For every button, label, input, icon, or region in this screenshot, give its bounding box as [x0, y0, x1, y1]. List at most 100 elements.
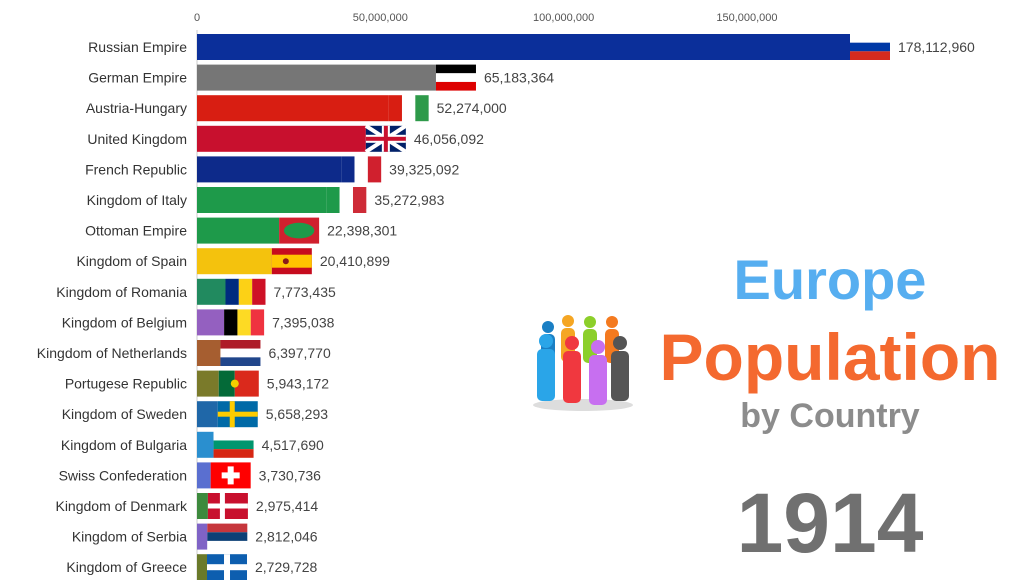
category-label: Swiss Confederation [59, 467, 187, 483]
people-group-icon [533, 315, 633, 411]
value-label: 20,410,899 [320, 253, 390, 269]
x-tick-label: 100,000,000 [533, 12, 594, 24]
flag-icon [207, 523, 248, 550]
x-tick-label: 50,000,000 [353, 12, 408, 24]
flag-icon [213, 431, 254, 458]
bar [197, 217, 280, 244]
category-label: Russian Empire [88, 39, 187, 55]
value-label: 4,517,690 [262, 437, 324, 453]
flag-icon [341, 156, 382, 183]
bar-row: Kingdom of Spain 20,410,899 [76, 248, 390, 275]
bar [197, 401, 218, 428]
flag-icon [217, 401, 258, 428]
x-tick-label: 0 [194, 12, 200, 24]
bar-row: Kingdom of Greece 2,729,728 [66, 554, 318, 580]
bar-row: Portugese Republic 5,943,172 [65, 370, 329, 397]
value-label: 6,397,770 [268, 345, 330, 361]
value-label: 7,395,038 [272, 314, 334, 330]
value-label: 39,325,092 [389, 161, 459, 177]
category-label: Austria-Hungary [86, 100, 187, 116]
value-label: 52,274,000 [437, 100, 507, 116]
x-tick-label: 150,000,000 [716, 12, 777, 24]
category-label: Kingdom of Belgium [62, 314, 187, 330]
value-label: 178,112,960 [898, 39, 975, 55]
bar-row: Austria-Hungary 52,274,000 [86, 95, 507, 122]
category-label: Kingdom of Netherlands [37, 345, 187, 361]
category-label: Ottoman Empire [85, 223, 187, 239]
bar [197, 64, 436, 91]
value-label: 2,975,414 [256, 498, 318, 514]
bar [197, 34, 850, 60]
bar-row: Kingdom of Netherlands 6,397,770 [37, 340, 331, 366]
flag-icon [220, 340, 261, 366]
category-label: Kingdom of Bulgaria [61, 437, 187, 453]
category-label: Portugese Republic [65, 376, 187, 392]
flag-icon [207, 554, 248, 580]
bar [197, 278, 226, 305]
value-label: 5,658,293 [266, 406, 328, 422]
value-label: 2,729,728 [255, 559, 317, 575]
bar [197, 187, 327, 213]
title-europe: Europe [733, 248, 927, 311]
bar [197, 523, 208, 550]
flag-icon [388, 95, 429, 122]
value-label: 7,773,435 [273, 284, 335, 300]
bar-row: Kingdom of Bulgaria 4,517,690 [61, 431, 324, 458]
bar-row: Kingdom of Denmark 2,975,414 [55, 493, 318, 519]
flag-icon [225, 278, 266, 305]
bar-row: German Empire 65,183,364 [88, 64, 554, 91]
category-label: Kingdom of Greece [66, 559, 187, 575]
flag-icon [218, 370, 259, 397]
value-label: 3,730,736 [259, 467, 321, 483]
value-label: 46,056,092 [414, 131, 484, 147]
category-label: Kingdom of Sweden [62, 406, 187, 422]
title-population: Population [659, 320, 1001, 394]
category-label: Kingdom of Denmark [55, 498, 188, 514]
bar-row: Kingdom of Belgium 7,395,038 [62, 309, 335, 336]
value-label: 2,812,046 [255, 529, 317, 545]
bar [197, 125, 366, 152]
bar-row: Kingdom of Romania 7,773,435 [56, 278, 336, 305]
bar [197, 431, 214, 458]
category-label: Kingdom of Serbia [72, 529, 187, 545]
bar [197, 340, 221, 366]
bar-row: French Republic 39,325,092 [85, 156, 459, 183]
category-label: Kingdom of Romania [56, 284, 187, 300]
bar-row: Kingdom of Italy 35,272,983 [87, 187, 445, 213]
bar [197, 370, 219, 397]
bar-row: Russian Empire 178,112,960 [88, 34, 975, 60]
category-label: German Empire [88, 70, 187, 86]
person-figure-front [533, 334, 633, 411]
flag-icon [364, 124, 407, 154]
category-label: French Republic [85, 161, 187, 177]
value-label: 65,183,364 [484, 70, 554, 86]
flag-icon [435, 64, 476, 91]
flag-icon [271, 248, 312, 275]
bar [197, 309, 225, 336]
flag-icon [207, 493, 248, 519]
value-label: 5,943,172 [267, 376, 329, 392]
flag-icon [210, 462, 251, 489]
bar [197, 462, 211, 489]
category-label: Kingdom of Italy [87, 192, 187, 208]
bar [197, 248, 272, 275]
bar [197, 95, 389, 122]
flag-icon [326, 187, 367, 213]
value-label: 35,272,983 [374, 192, 444, 208]
flag-icon [850, 34, 890, 60]
bar [197, 156, 342, 183]
category-label: Kingdom of Spain [76, 253, 187, 269]
flag-icon [224, 309, 265, 336]
title-by-country: by Country [740, 397, 920, 435]
bar-row: Kingdom of Sweden 5,658,293 [62, 401, 328, 428]
year-label: 1914 [736, 476, 924, 570]
bar [197, 493, 208, 519]
category-label: United Kingdom [87, 131, 187, 147]
bar [197, 554, 208, 580]
bar-row: Ottoman Empire 22,398,301 [85, 217, 397, 244]
bar-row: United Kingdom 46,056,092 [87, 124, 484, 154]
flag-icon [279, 217, 320, 244]
value-label: 22,398,301 [327, 223, 397, 239]
bar-row: Kingdom of Serbia 2,812,046 [72, 523, 318, 550]
